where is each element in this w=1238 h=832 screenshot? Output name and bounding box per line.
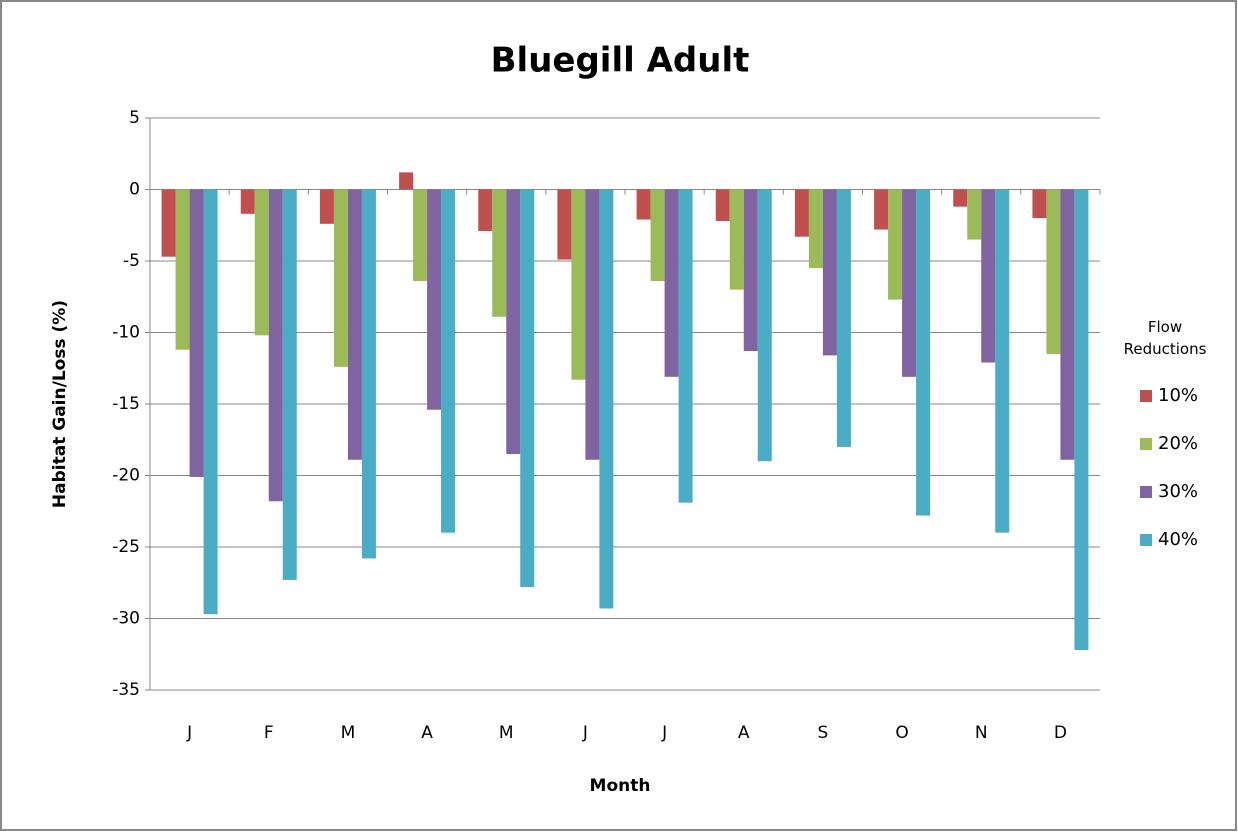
bar	[557, 189, 572, 260]
x-axis-title: Month	[590, 776, 651, 796]
bar	[995, 189, 1010, 533]
x-tick-label: J	[582, 723, 588, 743]
bar	[794, 189, 809, 237]
y-tick-label: 5	[129, 108, 140, 128]
x-tick-label: M	[341, 723, 356, 743]
bar	[1032, 189, 1047, 219]
bar	[664, 189, 679, 377]
bar	[981, 189, 996, 363]
legend-title: Flow Reductions	[1123, 318, 1207, 358]
bar	[427, 189, 442, 410]
y-tick-label: 0	[129, 180, 140, 200]
bar	[520, 189, 535, 588]
bar	[888, 189, 903, 300]
bar	[333, 189, 348, 367]
bar	[399, 172, 414, 190]
x-tick-label: N	[975, 723, 988, 743]
bar	[902, 189, 917, 377]
bar	[361, 189, 376, 559]
chart-title: Bluegill Adult	[491, 41, 750, 81]
bar	[599, 189, 614, 609]
bar	[916, 189, 931, 516]
bar	[268, 189, 283, 502]
x-tick-label: D	[1054, 723, 1067, 743]
x-tick-label: S	[818, 723, 829, 743]
y-tick-label: -25	[112, 537, 140, 557]
bar	[967, 189, 982, 240]
x-tick-label: M	[499, 723, 514, 743]
legend-label: 30%	[1158, 481, 1198, 502]
bar	[161, 189, 176, 257]
bar	[506, 189, 521, 455]
x-tick-label: A	[738, 723, 750, 743]
y-tick-label: -10	[112, 323, 140, 343]
y-tick-label: -30	[112, 609, 140, 629]
bar	[282, 189, 297, 580]
bar	[203, 189, 218, 615]
bar	[319, 189, 334, 224]
bar	[953, 189, 968, 207]
bar	[874, 189, 889, 230]
x-tick-label: F	[264, 723, 274, 743]
legend-swatch	[1140, 534, 1152, 546]
y-tick-label: -5	[123, 251, 140, 271]
bar	[347, 189, 362, 460]
bar	[571, 189, 586, 380]
bar	[478, 189, 493, 231]
bar	[413, 189, 428, 282]
legend-swatch	[1140, 438, 1152, 450]
bar	[189, 189, 204, 477]
x-tick-label: J	[661, 723, 667, 743]
y-tick-label: -20	[112, 466, 140, 486]
bar	[441, 189, 456, 533]
bar	[650, 189, 665, 282]
bar	[585, 189, 600, 460]
bar	[254, 189, 269, 336]
x-tick-label: J	[186, 723, 192, 743]
bar	[240, 189, 255, 214]
bar	[743, 189, 758, 352]
y-tick-label: -35	[112, 680, 140, 700]
legend-swatch	[1140, 486, 1152, 498]
bar	[636, 189, 651, 220]
y-tick-label: -15	[112, 394, 140, 414]
bar	[1046, 189, 1061, 354]
bar	[757, 189, 772, 462]
bar	[822, 189, 837, 356]
bar	[808, 189, 823, 269]
legend-label: 40%	[1158, 529, 1198, 550]
bar	[836, 189, 851, 447]
bar	[492, 189, 507, 317]
legend-label: 20%	[1158, 433, 1198, 454]
legend-label: 10%	[1158, 385, 1198, 406]
bar	[729, 189, 744, 290]
bar	[715, 189, 730, 221]
legend-swatch	[1140, 390, 1152, 402]
bar	[175, 189, 190, 350]
x-tick-label: A	[421, 723, 433, 743]
bar	[678, 189, 693, 503]
y-axis-title: Habitat Gain/Loss (%)	[50, 300, 70, 508]
bar	[1060, 189, 1075, 460]
x-tick-label: O	[895, 723, 908, 743]
bar	[1074, 189, 1089, 650]
